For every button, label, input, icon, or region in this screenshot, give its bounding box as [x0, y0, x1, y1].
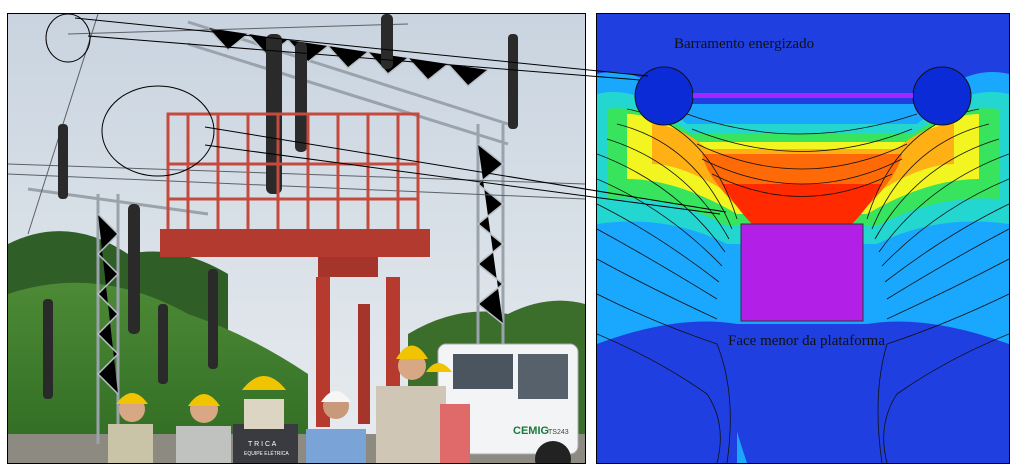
busbar-conductor-left — [634, 66, 694, 126]
truck-brand: CEMIG — [513, 425, 549, 437]
platform-face — [740, 223, 864, 322]
truck-code: TS243 — [548, 429, 569, 436]
shirt-text: T R I C A — [248, 441, 277, 448]
electric-field-simulation — [596, 13, 1010, 464]
busbar-bar — [693, 93, 913, 98]
substation-photo: CEMIG TS243 T R I C A EQUIPE ELÉTRICA — [7, 13, 586, 464]
field-contour-plot — [597, 14, 1009, 463]
worker-4 — [306, 391, 366, 463]
band-low-under-platform — [717, 324, 891, 463]
worker-6 — [426, 363, 470, 463]
platform-label: Face menor da plataforma — [728, 333, 886, 349]
busbar-conductor-right — [912, 66, 972, 126]
worker-2 — [176, 394, 231, 463]
utility-truck: CEMIG TS243 — [437, 343, 579, 463]
busbar-label: Barramento energizado — [674, 36, 815, 52]
worker-1 — [108, 393, 153, 463]
shirt-subtext: EQUIPE ELÉTRICA — [244, 450, 289, 457]
worker-3: T R I C A EQUIPE ELÉTRICA — [233, 376, 298, 463]
worker-5 — [376, 345, 446, 463]
substation-scene: CEMIG TS243 T R I C A EQUIPE ELÉTRICA — [8, 14, 585, 463]
workers: T R I C A EQUIPE ELÉTRICA — [108, 345, 470, 463]
band-red — [722, 184, 882, 224]
